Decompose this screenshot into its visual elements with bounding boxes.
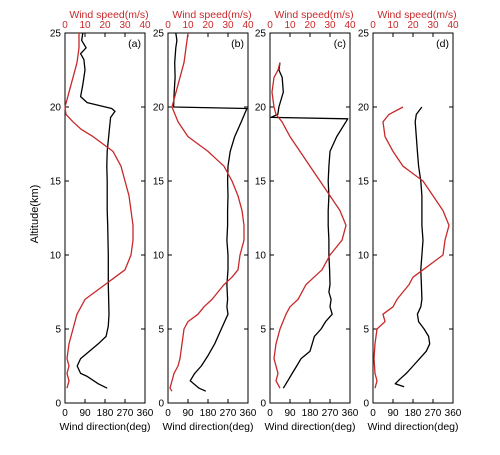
speed-line: [64, 33, 134, 389]
direction-line: [394, 106, 431, 388]
x-bottom-tick-label: 0: [165, 408, 171, 419]
panel-label: (d): [436, 38, 449, 50]
y-tick-label: 20: [255, 103, 267, 114]
y-tick-label: 5: [158, 325, 164, 336]
y-tick-label: 25: [153, 29, 165, 40]
x-top-tick-label: 0: [267, 20, 273, 31]
x-bottom-tick-label: 270: [322, 408, 339, 419]
y-tick-label: 15: [50, 177, 62, 188]
x-bottom-tick-label: 360: [342, 408, 359, 419]
y-tick-label: 10: [50, 251, 62, 262]
x-top-tick-label: 30: [324, 20, 336, 31]
direction-line: [172, 32, 248, 392]
y-tick-label: 25: [255, 29, 267, 40]
x-top-tick-label: 20: [202, 20, 214, 31]
x-bottom-tick-label: 360: [445, 408, 462, 419]
y-tick-label: 0: [363, 399, 369, 410]
x-bottom-axis-label: Wind direction(deg): [367, 421, 458, 433]
panel-frame: [372, 32, 454, 404]
x-top-tick-label: 30: [427, 20, 439, 31]
x-top-tick-label: 0: [62, 20, 68, 31]
x-bottom-tick-label: 90: [284, 408, 296, 419]
y-tick-label: 5: [260, 325, 266, 336]
x-bottom-tick-label: 90: [182, 408, 194, 419]
x-bottom-axis-label: Wind direction(deg): [264, 421, 355, 433]
x-top-tick-label: 30: [119, 20, 131, 31]
x-top-tick-label: 20: [407, 20, 419, 31]
direction-line: [270, 62, 349, 389]
x-bottom-tick-label: 360: [240, 408, 257, 419]
panel-label: (b): [231, 38, 244, 50]
x-bottom-tick-label: 270: [220, 408, 237, 419]
x-bottom-tick-label: 90: [387, 408, 399, 419]
y-tick-label: 20: [50, 103, 62, 114]
x-bottom-tick-label: 360: [137, 408, 154, 419]
x-bottom-tick-label: 180: [97, 408, 114, 419]
x-top-tick-label: 10: [284, 20, 296, 31]
x-top-axis-label: Wind speed(m/s): [377, 9, 456, 21]
x-top-axis-label: Wind speed(m/s): [274, 9, 353, 21]
speed-line: [169, 32, 245, 392]
direction-line: [76, 32, 116, 389]
x-top-tick-label: 20: [99, 20, 111, 31]
x-top-tick-label: 40: [242, 20, 254, 31]
y-tick-label: 0: [260, 399, 266, 410]
x-top-tick-label: 10: [182, 20, 194, 31]
x-bottom-tick-label: 90: [79, 408, 91, 419]
x-bottom-tick-label: 0: [370, 408, 376, 419]
x-top-tick-label: 40: [139, 20, 151, 31]
y-tick-label: 5: [363, 325, 369, 336]
y-tick-label: 15: [153, 177, 165, 188]
y-tick-label: 10: [255, 251, 267, 262]
y-tick-label: 5: [55, 325, 61, 336]
y-tick-label: 20: [153, 103, 165, 114]
panel-label: (a): [128, 38, 141, 50]
y-tick-label: 0: [55, 399, 61, 410]
x-top-tick-label: 0: [165, 20, 171, 31]
x-bottom-tick-label: 270: [117, 408, 134, 419]
x-top-tick-label: 30: [222, 20, 234, 31]
y-tick-label: 25: [358, 29, 370, 40]
x-bottom-tick-label: 180: [200, 408, 217, 419]
x-top-tick-label: 10: [79, 20, 91, 31]
y-tick-label: 25: [50, 29, 62, 40]
x-top-axis-label: Wind speed(m/s): [172, 9, 251, 21]
x-bottom-tick-label: 180: [405, 408, 422, 419]
x-bottom-tick-label: 0: [62, 408, 68, 419]
panel-frame: [64, 32, 146, 404]
y-tick-label: 15: [358, 177, 370, 188]
y-tick-label: 0: [158, 399, 164, 410]
x-top-axis-label: Wind speed(m/s): [69, 9, 148, 21]
speed-line: [373, 106, 450, 389]
panel-frame: [167, 32, 249, 404]
x-bottom-axis-label: Wind direction(deg): [59, 421, 150, 433]
x-top-tick-label: 0: [370, 20, 376, 31]
x-top-tick-label: 40: [447, 20, 459, 31]
x-top-tick-label: 40: [344, 20, 356, 31]
y-tick-label: 10: [153, 251, 165, 262]
x-bottom-tick-label: 180: [302, 408, 319, 419]
y-tick-label: 20: [358, 103, 370, 114]
y-axis-label: Altitude(km): [29, 185, 41, 244]
y-tick-label: 15: [255, 177, 267, 188]
speed-line: [271, 62, 347, 389]
panel-label: (c): [334, 38, 346, 50]
y-tick-label: 10: [358, 251, 370, 262]
x-bottom-tick-label: 270: [425, 408, 442, 419]
x-top-tick-label: 10: [387, 20, 399, 31]
x-bottom-axis-label: Wind direction(deg): [162, 421, 253, 433]
x-top-tick-label: 20: [304, 20, 316, 31]
panel-frame: [269, 32, 351, 404]
x-bottom-tick-label: 0: [267, 408, 273, 419]
